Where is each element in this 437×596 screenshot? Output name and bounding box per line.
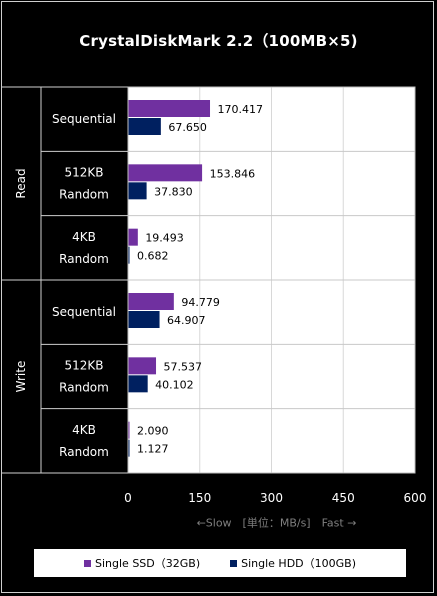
category-label: Random [59, 252, 109, 266]
category-label: Random [59, 445, 109, 459]
data-label: 37.830 [154, 185, 193, 198]
data-label: 2.090 [137, 425, 169, 438]
data-label: 170.417 [218, 103, 263, 116]
bar [128, 357, 157, 375]
category-label: Sequential [52, 112, 116, 126]
x-axis-label: ←Slow [単位：MB/s] Fast → [197, 516, 357, 530]
bar [128, 421, 130, 439]
bar [128, 293, 174, 310]
legend-swatch [84, 559, 91, 567]
bar [128, 311, 160, 328]
data-label: 19.493 [145, 232, 184, 245]
data-label: 0.682 [137, 250, 169, 263]
data-label: 57.537 [164, 360, 203, 373]
category-label: Random [59, 381, 109, 395]
category-label: 4KB [72, 230, 96, 244]
category-label: Sequential [52, 305, 116, 319]
bar [128, 100, 211, 117]
data-label: 153.846 [210, 167, 256, 180]
x-tick-label: 150 [188, 491, 211, 505]
x-tick-label: 600 [404, 491, 427, 505]
legend-swatch [230, 559, 238, 567]
data-label: 94.779 [181, 296, 220, 309]
category-label: 512KB [64, 166, 103, 180]
category-label: Random [59, 188, 109, 202]
data-label: 64.907 [167, 314, 206, 327]
bar [128, 439, 130, 457]
chart-title: CrystalDiskMark 2.2（100MB×5) [79, 32, 358, 50]
legend-label: Single HDD（100GB) [241, 557, 356, 570]
bar [128, 118, 161, 135]
bar [128, 246, 130, 264]
bar [128, 182, 147, 200]
category-label: 512KB [64, 359, 103, 373]
bar [128, 164, 203, 182]
x-tick-label: 450 [332, 491, 355, 505]
legend-label: Single SSD（32GB) [95, 557, 201, 570]
bar [128, 228, 138, 246]
x-tick-label: 300 [260, 491, 283, 505]
data-label: 1.127 [137, 443, 169, 456]
data-label: 40.102 [155, 378, 194, 391]
x-tick-label: 0 [124, 491, 132, 505]
bar [128, 375, 148, 393]
category-label: 4KB [72, 423, 96, 437]
legend-item: Single SSD（32GB) [84, 555, 200, 571]
legend-item: Single HDD（100GB) [230, 555, 356, 571]
legend: Single SSD（32GB) Single HDD（100GB) [34, 549, 406, 577]
data-label: 67.650 [168, 121, 207, 134]
group-label: Read [14, 168, 28, 198]
group-label: Write [14, 361, 28, 393]
